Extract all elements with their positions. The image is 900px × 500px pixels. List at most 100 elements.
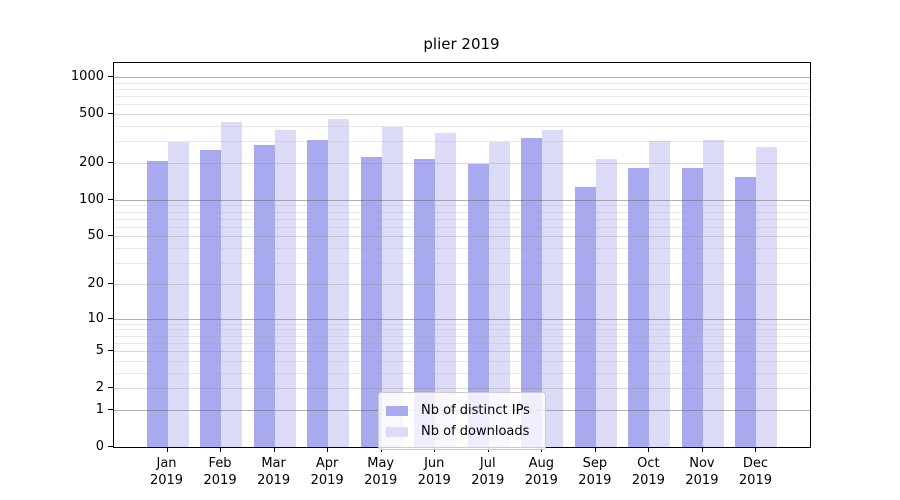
- gridline-2: [114, 388, 810, 390]
- y-tick-label-10: 10: [87, 310, 104, 326]
- y-tick-mark-500: [108, 113, 113, 115]
- y-tick-label-20: 20: [87, 275, 104, 291]
- bar-ips-oct: [628, 168, 650, 447]
- y-tick-mark-10: [108, 317, 113, 319]
- x-tick-label-jun: Jun 2019: [417, 456, 451, 488]
- gridline-90: [114, 205, 810, 207]
- x-tick-label-may: May 2019: [364, 456, 398, 488]
- x-tick-label-sep: Sep 2019: [578, 456, 612, 488]
- gridline-800: [114, 88, 810, 90]
- ips-swatch-icon: [386, 405, 408, 416]
- bar-downloads-jan: [167, 141, 189, 447]
- x-tick-label-dec: Dec 2019: [738, 456, 772, 488]
- bar-downloads-jul: [488, 141, 510, 447]
- legend-row-downloads: Nb of downloads: [386, 421, 536, 442]
- bar-ips-feb: [200, 150, 222, 447]
- gridline-500: [114, 114, 810, 116]
- gridline-60: [114, 226, 810, 228]
- bar-ips-aug: [521, 138, 543, 447]
- plot-area: Nb of distinct IPs Nb of downloads: [113, 62, 811, 450]
- gridline-400: [114, 125, 810, 127]
- legend-label-downloads: Nb of downloads: [421, 424, 530, 439]
- gridline-600: [114, 104, 810, 106]
- bar-ips-mar: [253, 145, 275, 447]
- bar-ips-jun: [414, 158, 436, 447]
- x-tick-label-nov: Nov 2019: [685, 456, 719, 488]
- x-tick-label-apr: Apr 2019: [310, 456, 344, 488]
- bar-ips-nov: [681, 168, 703, 447]
- y-tick-mark-2: [108, 387, 113, 389]
- bar-downloads-sep: [595, 159, 617, 447]
- y-tick-mark-100: [108, 198, 113, 200]
- x-tick-label-oct: Oct 2019: [631, 456, 665, 488]
- gridline-200: [114, 162, 810, 164]
- bar-downloads-feb: [221, 121, 243, 447]
- gridline-40: [114, 248, 810, 250]
- gridline-3: [114, 372, 810, 374]
- gridline-30: [114, 263, 810, 265]
- gridline-6: [114, 342, 810, 344]
- x-tick-mark-jan: [166, 448, 168, 452]
- bar-ips-jan: [146, 161, 168, 447]
- y-tick-label-2: 2: [95, 380, 104, 396]
- gridline-50: [114, 236, 810, 238]
- bar-downloads-aug: [542, 129, 564, 447]
- bar-ips-sep: [574, 187, 596, 447]
- y-tick-mark-50: [108, 235, 113, 237]
- x-tick-mark-apr: [327, 448, 329, 452]
- y-tick-label-500: 500: [79, 106, 104, 122]
- y-tick-mark-1: [108, 408, 113, 410]
- gridline-300: [114, 141, 810, 143]
- gridline-10: [114, 318, 810, 320]
- y-tick-label-200: 200: [79, 154, 104, 170]
- chart-title: plier 2019: [423, 35, 500, 53]
- x-tick-label-aug: Aug 2019: [524, 456, 558, 488]
- x-tick-mark-dec: [755, 448, 757, 452]
- gridline-1000: [114, 76, 810, 78]
- x-tick-mark-mar: [273, 448, 275, 452]
- bar-ips-may: [360, 156, 382, 447]
- y-tick-mark-1000: [108, 75, 113, 77]
- y-tick-mark-5: [108, 350, 113, 352]
- gridline-8: [114, 329, 810, 331]
- x-tick-mark-nov: [701, 448, 703, 452]
- y-tick-mark-0: [108, 446, 113, 447]
- x-tick-label-jul: Jul 2019: [471, 456, 505, 488]
- bar-downloads-nov: [702, 140, 724, 447]
- downloads-swatch-icon: [386, 426, 408, 437]
- bar-downloads-apr: [328, 118, 350, 447]
- y-tick-label-0: 0: [95, 439, 104, 454]
- x-tick-mark-jun: [434, 448, 436, 452]
- y-tick-mark-20: [108, 282, 113, 284]
- bar-downloads-dec: [756, 146, 778, 447]
- gridline-700: [114, 96, 810, 98]
- gridline-70: [114, 218, 810, 220]
- gridline-80: [114, 211, 810, 213]
- legend-row-ips: Nb of distinct IPs: [386, 400, 536, 421]
- bar-downloads-may: [381, 126, 403, 447]
- bar-downloads-jun: [435, 132, 457, 447]
- y-tick-label-1: 1: [95, 401, 104, 417]
- x-tick-mark-aug: [541, 448, 543, 452]
- gridline-9: [114, 323, 810, 325]
- legend: Nb of distinct IPs Nb of downloads: [378, 392, 546, 450]
- gridline-100: [114, 199, 810, 201]
- x-tick-mark-may: [380, 448, 382, 452]
- gridline-7: [114, 335, 810, 337]
- gridline-20: [114, 283, 810, 285]
- y-tick-mark-200: [108, 161, 113, 163]
- x-tick-mark-jul: [487, 448, 489, 452]
- y-tick-label-5: 5: [95, 343, 104, 359]
- legend-label-ips: Nb of distinct IPs: [421, 403, 530, 418]
- x-tick-mark-sep: [594, 448, 596, 452]
- x-tick-label-feb: Feb 2019: [203, 456, 237, 488]
- y-tick-label-100: 100: [79, 191, 104, 207]
- x-tick-mark-feb: [220, 448, 222, 452]
- y-tick-label-50: 50: [87, 228, 104, 244]
- x-tick-mark-oct: [648, 448, 650, 452]
- x-tick-label-mar: Mar 2019: [257, 456, 291, 488]
- y-tick-label-1000: 1000: [70, 68, 104, 84]
- x-tick-label-jan: Jan 2019: [149, 456, 184, 488]
- bar-ips-apr: [307, 140, 329, 447]
